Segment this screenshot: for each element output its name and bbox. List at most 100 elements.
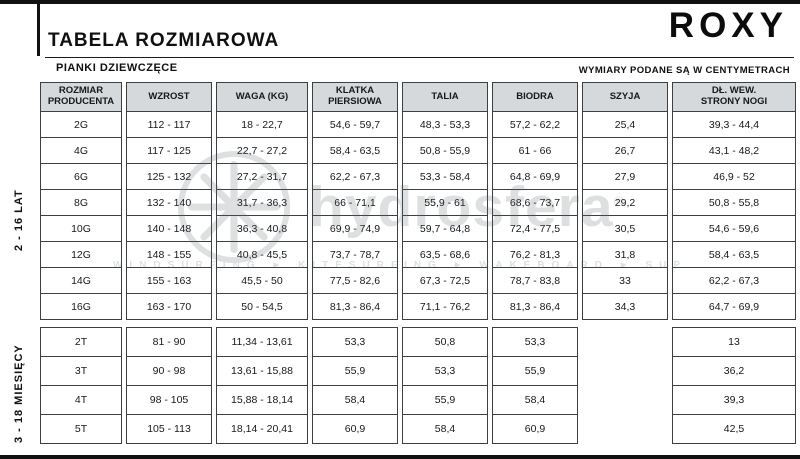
value-cell: 67,3 - 72,5 <box>402 267 488 294</box>
value-cell: 36,3 - 40,8 <box>216 215 308 242</box>
value-cell: 58,4 - 63,5 <box>672 241 796 268</box>
value-cell: 81 - 90 <box>126 327 212 357</box>
value-cell: 54,6 - 59,6 <box>672 215 796 242</box>
title-corner-line <box>37 0 40 56</box>
page-title: TABELA ROZMIAROWA <box>48 30 280 51</box>
value-cell: 45,5 - 50 <box>216 267 308 294</box>
value-cell: 60,9 <box>312 414 398 444</box>
value-cell: 62,2 - 67,3 <box>672 267 796 294</box>
value-cell: 60,9 <box>492 414 578 444</box>
value-cell <box>582 356 668 386</box>
value-cell: 22,7 - 27,2 <box>216 137 308 164</box>
value-cell: 46,9 - 52 <box>672 163 796 190</box>
value-cell: 50,8 - 55,8 <box>672 189 796 216</box>
header-divider <box>45 57 794 58</box>
value-cell: 132 - 140 <box>126 189 212 216</box>
value-cell: 62,2 - 67,3 <box>312 163 398 190</box>
size-cell: 4G <box>40 137 122 164</box>
size-cell: 8G <box>40 189 122 216</box>
value-cell: 72,4 - 77,5 <box>492 215 578 242</box>
column-header: BIODRA <box>492 82 578 112</box>
value-cell: 50 - 54,5 <box>216 293 308 320</box>
group-label-months: 3 - 18 MIESIĘCY <box>13 344 25 444</box>
value-cell: 13 <box>672 327 796 357</box>
value-cell: 50,8 - 55,9 <box>402 137 488 164</box>
table-column: KLATKA PIERSIOWA 54,6 - 59,7 58,4 - 63,5 62… <box>312 82 398 444</box>
size-table: ROZMIAR PRODUCENTA 2G 4G 6G 8G 10G 12G 14G 16G 2T… <box>40 82 796 444</box>
value-cell: 58,4 <box>402 414 488 444</box>
value-cell: 155 - 163 <box>126 267 212 294</box>
value-cell: 55,9 - 61 <box>402 189 488 216</box>
table-column: BIODRA 57,2 - 62,2 61 - 66 64,8 - 69,9 68,6 … <box>492 82 578 444</box>
value-cell: 50,8 <box>402 327 488 357</box>
value-cell: 64,7 - 69,9 <box>672 293 796 320</box>
value-cell <box>582 385 668 415</box>
value-cell: 42,5 <box>672 414 796 444</box>
column-header: WAGA (KG) <box>216 82 308 112</box>
value-cell: 55,9 <box>402 385 488 415</box>
value-cell: 34,3 <box>582 293 668 320</box>
value-cell: 105 - 113 <box>126 414 212 444</box>
value-cell: 81,3 - 86,4 <box>312 293 398 320</box>
value-cell: 71,1 - 76,2 <box>402 293 488 320</box>
size-cell: 4T <box>40 385 122 415</box>
value-cell: 58,4 <box>312 385 398 415</box>
size-cell: 2G <box>40 111 122 138</box>
column-header: TALIA <box>402 82 488 112</box>
value-cell: 36,2 <box>672 356 796 386</box>
value-cell: 140 - 148 <box>126 215 212 242</box>
value-cell: 148 - 155 <box>126 241 212 268</box>
value-cell: 59,7 - 64,8 <box>402 215 488 242</box>
value-cell: 63,5 - 68,6 <box>402 241 488 268</box>
value-cell: 15,88 - 18,14 <box>216 385 308 415</box>
size-cell: 16G <box>40 293 122 320</box>
size-cell: 6G <box>40 163 122 190</box>
value-cell: 39,3 - 44,4 <box>672 111 796 138</box>
column-header: DŁ. WEW. STRONY NOGI <box>672 82 796 112</box>
value-cell <box>582 327 668 357</box>
value-cell: 26,7 <box>582 137 668 164</box>
value-cell: 58,4 - 63,5 <box>312 137 398 164</box>
value-cell: 98 - 105 <box>126 385 212 415</box>
value-cell: 54,6 - 59,7 <box>312 111 398 138</box>
value-cell <box>582 414 668 444</box>
value-cell: 69,9 - 74,9 <box>312 215 398 242</box>
value-cell: 55,9 <box>312 356 398 386</box>
value-cell: 48,3 - 53,3 <box>402 111 488 138</box>
value-cell: 66 - 71,1 <box>312 189 398 216</box>
column-header: ROZMIAR PRODUCENTA <box>40 82 122 112</box>
value-cell: 29,2 <box>582 189 668 216</box>
value-cell: 163 - 170 <box>126 293 212 320</box>
value-cell: 40,8 - 45,5 <box>216 241 308 268</box>
value-cell: 61 - 66 <box>492 137 578 164</box>
units-note: WYMIARY PODANE SĄ W CENTYMETRACH <box>578 65 790 76</box>
value-cell: 73,7 - 78,7 <box>312 241 398 268</box>
value-cell: 30,5 <box>582 215 668 242</box>
table-column: WZROST 112 - 117 117 - 125 125 - 132 132 - 1… <box>126 82 212 444</box>
size-cell: 5T <box>40 414 122 444</box>
value-cell: 43,1 - 48,2 <box>672 137 796 164</box>
value-cell: 31,7 - 36,3 <box>216 189 308 216</box>
value-cell: 76,2 - 81,3 <box>492 241 578 268</box>
value-cell: 33 <box>582 267 668 294</box>
value-cell: 58,4 <box>492 385 578 415</box>
value-cell: 18 - 22,7 <box>216 111 308 138</box>
value-cell: 78,7 - 83,8 <box>492 267 578 294</box>
value-cell: 81,3 - 86,4 <box>492 293 578 320</box>
table-column: TALIA 48,3 - 53,3 50,8 - 55,9 53,3 - 58,4 55… <box>402 82 488 444</box>
value-cell: 53,3 - 58,4 <box>402 163 488 190</box>
value-cell: 27,2 - 31,7 <box>216 163 308 190</box>
column-header: SZYJA <box>582 82 668 112</box>
value-cell: 53,3 <box>312 327 398 357</box>
value-cell: 18,14 - 20,41 <box>216 414 308 444</box>
value-cell: 39,3 <box>672 385 796 415</box>
value-cell: 13,61 - 15,88 <box>216 356 308 386</box>
size-cell: 3T <box>40 356 122 386</box>
value-cell: 117 - 125 <box>126 137 212 164</box>
value-cell: 57,2 - 62,2 <box>492 111 578 138</box>
group-label-years: 2 - 16 LAT <box>13 189 25 251</box>
table-column: WAGA (KG) 18 - 22,7 22,7 - 27,2 27,2 - 31,7… <box>216 82 308 444</box>
table-column: ROZMIAR PRODUCENTA 2G 4G 6G 8G 10G 12G 14G 16G 2T… <box>40 82 122 444</box>
size-cell: 2T <box>40 327 122 357</box>
